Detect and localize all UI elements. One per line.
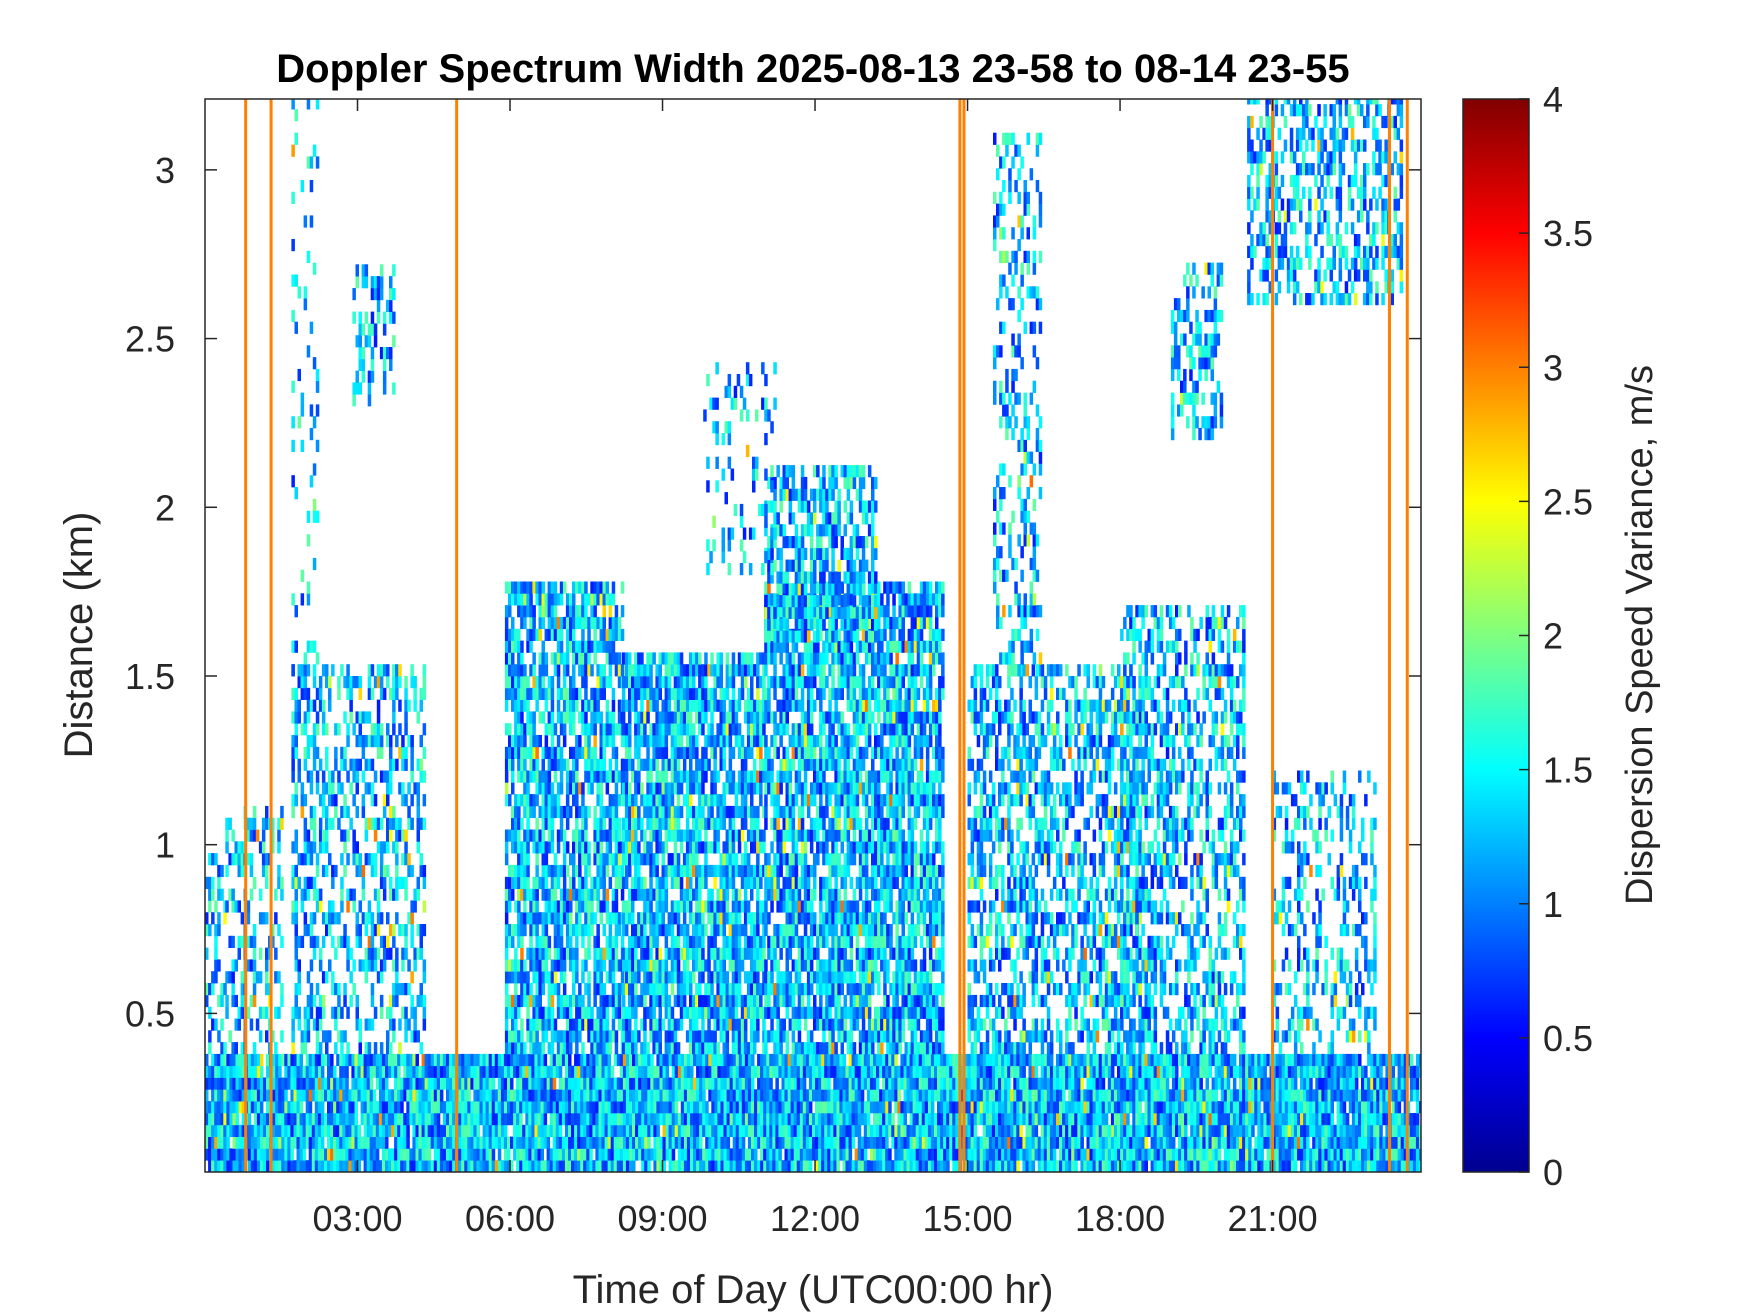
echo-region <box>1272 770 1377 1055</box>
streak-lines <box>244 99 1409 1172</box>
y-tick-label: 1 <box>155 825 175 866</box>
colorbar-tick-label: 3.5 <box>1543 213 1593 254</box>
x-tick-label: 06:00 <box>465 1198 555 1239</box>
echo-region <box>291 664 427 1055</box>
colorbar-ticks: 0 0.5 1 1.5 2 2.5 3 3.5 4 <box>1519 79 1593 1193</box>
echo-region <box>621 652 766 1055</box>
chart-title: Doppler Spectrum Width 2025-08-13 23-58 … <box>276 47 1349 91</box>
plot-frame <box>204 98 1422 1173</box>
y-axis-ticks: 0.5 1 1.5 2 2.5 3 <box>125 150 1421 1034</box>
x-tick-label: 12:00 <box>770 1198 860 1239</box>
colorbar-label: Dispersion Speed Variance, m/s <box>1619 365 1661 905</box>
y-tick-label: 2.5 <box>125 319 175 360</box>
y-tick-label: 2 <box>155 487 175 528</box>
x-tick-label: 15:00 <box>922 1198 1012 1239</box>
colorbar-tick-label: 2 <box>1543 616 1563 657</box>
echo-region <box>1170 262 1224 441</box>
colorbar-tick-label: 4 <box>1543 79 1563 120</box>
x-tick-label: 21:00 <box>1228 1198 1318 1239</box>
echo-region <box>291 99 320 677</box>
x-axis-ticks: 03:00 06:00 09:00 12:00 15:00 18:00 21:00 <box>312 99 1318 1239</box>
colorbar-tick-label: 3 <box>1543 347 1563 388</box>
echo-region <box>504 581 625 1055</box>
colorbar-tick-label: 2.5 <box>1543 481 1593 522</box>
y-tick-label: 3 <box>155 150 175 191</box>
x-axis-label: Time of Day (UTC00:00 hr) <box>573 1268 1054 1312</box>
colorbar-tick-label: 0 <box>1543 1152 1563 1193</box>
x-tick-label: 03:00 <box>312 1198 402 1239</box>
echo-region <box>764 465 878 643</box>
echo-region <box>205 1053 1421 1172</box>
echo-region <box>225 805 284 1055</box>
x-tick-label: 09:00 <box>617 1198 707 1239</box>
echo-region <box>764 581 945 1055</box>
echo-region <box>1120 605 1246 1055</box>
echo-region <box>993 132 1043 677</box>
echo-region <box>967 664 1148 1055</box>
heatmap-cells <box>205 99 1421 1172</box>
x-tick-label: 18:00 <box>1075 1198 1165 1239</box>
colorbar-tick-label: 1.5 <box>1543 750 1593 791</box>
y-tick-label: 0.5 <box>125 993 175 1034</box>
echo-region <box>352 264 396 407</box>
echo-region <box>703 362 777 576</box>
y-tick-label: 1.5 <box>125 656 175 697</box>
colorbar-tick-label: 0.5 <box>1543 1018 1593 1059</box>
y-axis-label: Distance (km) <box>57 512 101 759</box>
echo-region <box>205 853 227 1055</box>
echo-region <box>1247 99 1404 306</box>
colorbar-tick-label: 1 <box>1543 884 1563 925</box>
